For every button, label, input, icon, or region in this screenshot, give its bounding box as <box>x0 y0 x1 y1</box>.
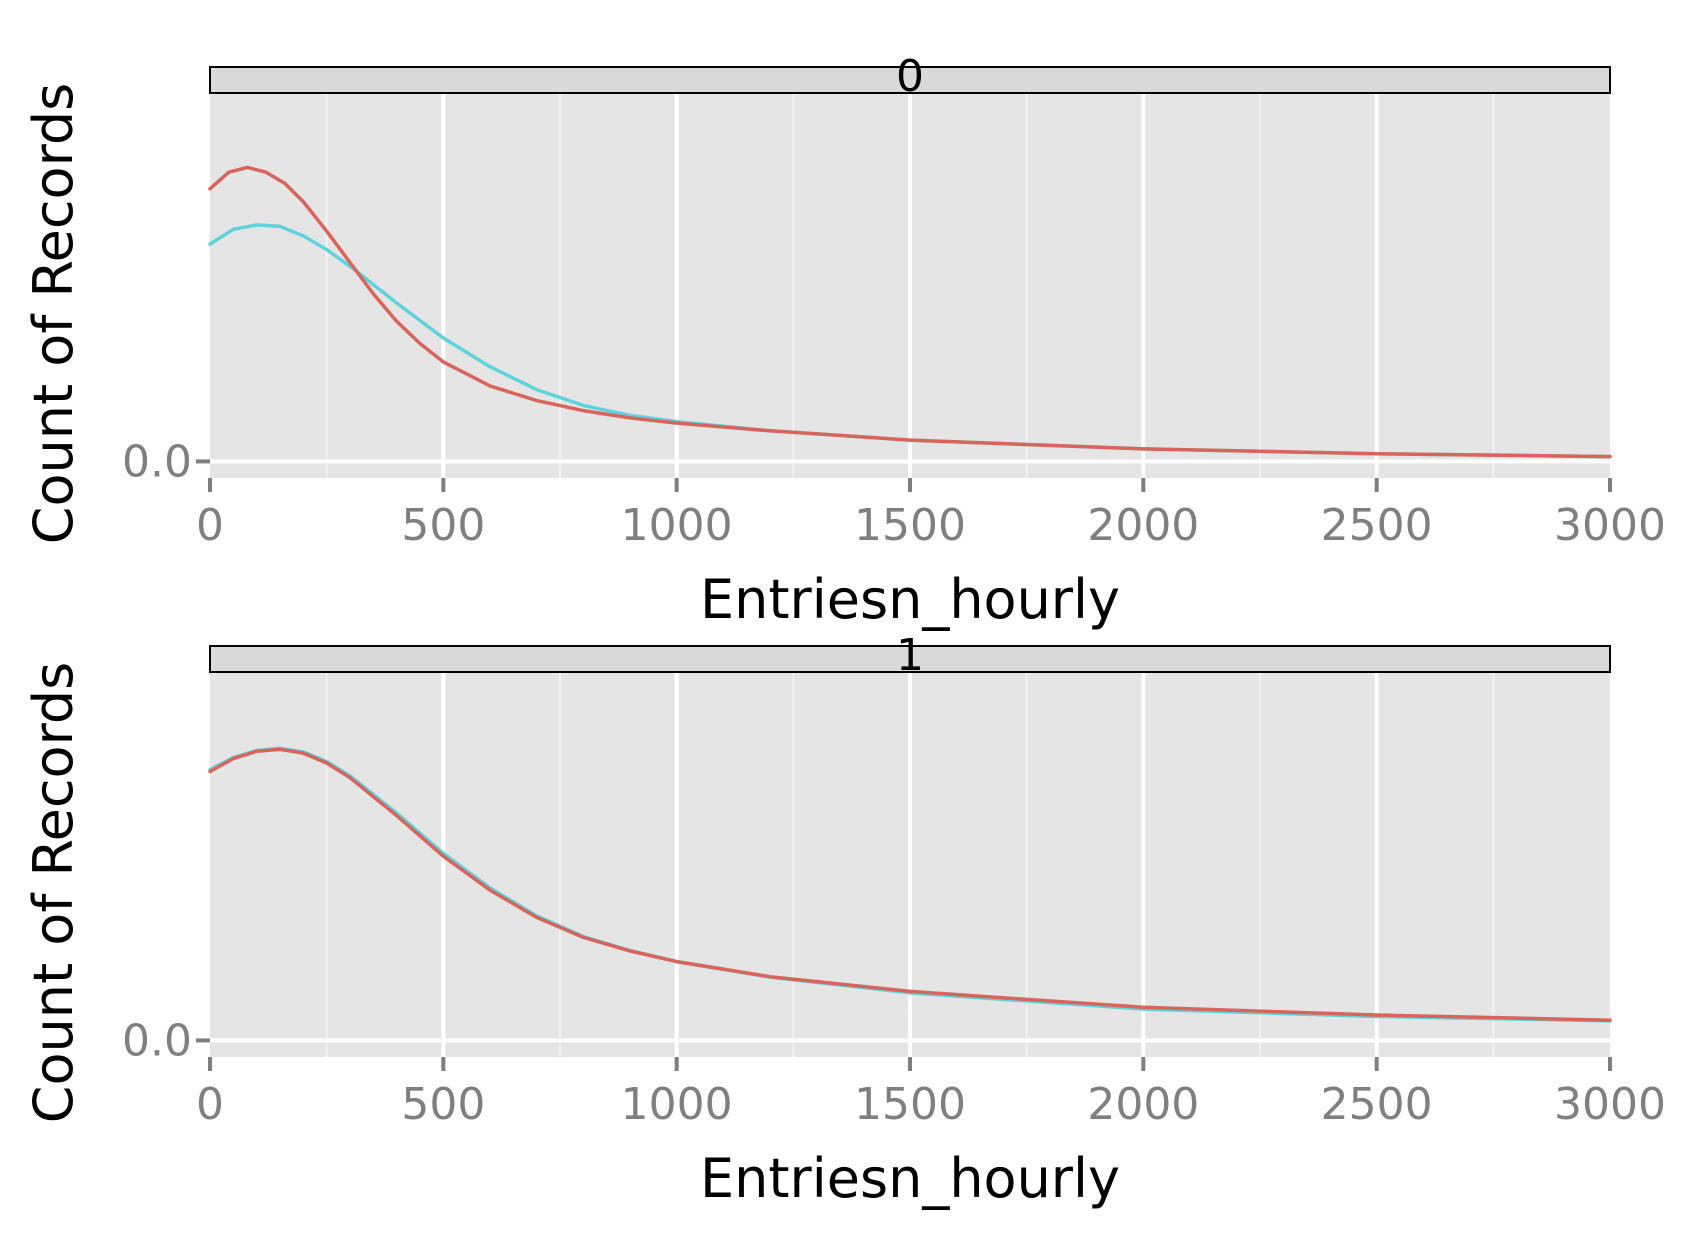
x-tick-label: 1500 <box>854 1079 966 1130</box>
x-tick-label: 1000 <box>621 1079 733 1130</box>
x-tick-label: 2500 <box>1321 500 1433 551</box>
x-tick-label: 2500 <box>1321 1079 1433 1130</box>
series-line-2 <box>208 165 1612 459</box>
x-tick-label: 3000 <box>1554 1079 1666 1130</box>
facet-strip-label: 0 <box>896 51 924 102</box>
x-tick-label: 2000 <box>1087 1079 1199 1130</box>
x-tick-label: 500 <box>401 1079 485 1130</box>
x-tick-label: 3000 <box>1554 500 1666 551</box>
x-tick-label: 2000 <box>1087 500 1199 551</box>
x-tick-label: 1000 <box>621 500 733 551</box>
y-tick-label: 0.0 <box>122 1015 192 1066</box>
x-tick-label: 0 <box>196 1079 224 1130</box>
y-tick-label: 0.0 <box>122 436 192 487</box>
x-tick-label: 500 <box>401 500 485 551</box>
series-line-2 <box>208 747 1612 1022</box>
facet-strip <box>209 645 1611 673</box>
facet-strip <box>209 66 1611 94</box>
y-axis-title: Count of Records <box>22 83 85 544</box>
facet-strip-label: 1 <box>896 630 924 681</box>
x-tick-label: 1500 <box>854 500 966 551</box>
y-axis-title: Count of Records <box>22 662 85 1123</box>
x-axis-title: Entriesn_hourly <box>700 1147 1120 1210</box>
x-tick-label: 0 <box>196 500 224 551</box>
x-axis-title: Entriesn_hourly <box>700 568 1120 631</box>
